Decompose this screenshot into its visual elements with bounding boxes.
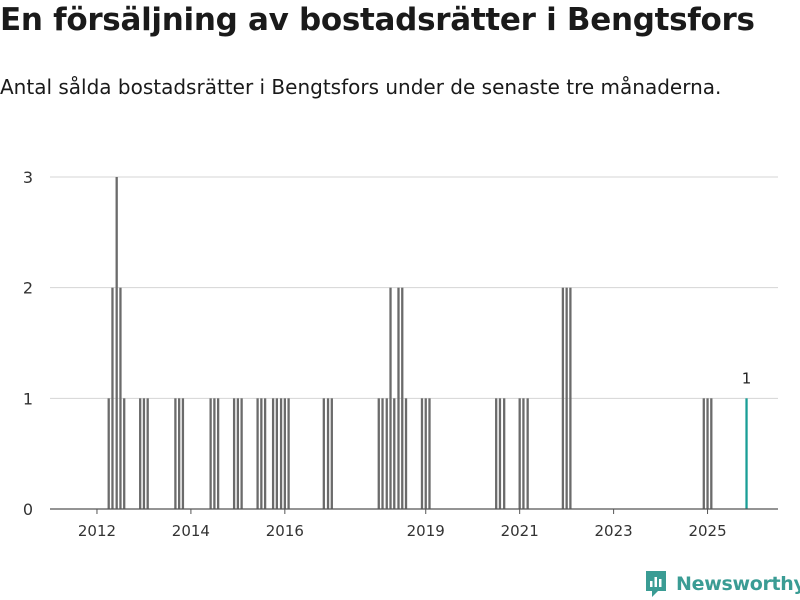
- bar: [495, 398, 498, 509]
- bar: [381, 398, 384, 509]
- bar: [271, 398, 275, 509]
- x-tick-label: 2014: [172, 522, 210, 540]
- bar: [397, 287, 400, 509]
- bar: [503, 398, 506, 509]
- bar: [279, 398, 283, 509]
- bar: [518, 398, 521, 509]
- bar: [702, 398, 705, 509]
- x-tick-label: 2025: [688, 522, 726, 540]
- bar: [710, 398, 713, 509]
- bar: [401, 287, 404, 509]
- x-tick-label: 2012: [78, 522, 116, 540]
- bar-chart: 0 1 2 3 1 2012 2014 2016 2019 2021 2023 2025: [23, 168, 778, 540]
- bar: [706, 398, 709, 509]
- bar: [232, 398, 236, 509]
- bar: [240, 398, 243, 509]
- bar: [236, 398, 240, 509]
- bar: [123, 398, 126, 509]
- x-tick-label: 2016: [266, 522, 304, 540]
- axes: [50, 508, 778, 514]
- bar: [526, 398, 529, 509]
- bar: [498, 398, 502, 509]
- chart-subtitle: Antal sålda bostadsrätter i Bengtsfors u…: [0, 75, 722, 99]
- bar: [389, 287, 392, 509]
- bar: [142, 398, 146, 509]
- bar: [111, 287, 114, 509]
- y-tick-label: 3: [23, 168, 33, 187]
- bar: [330, 398, 333, 509]
- bar: [139, 398, 142, 509]
- gridlines: [50, 176, 778, 399]
- bar: [260, 398, 263, 509]
- bar: [146, 398, 149, 509]
- bar: [119, 287, 122, 509]
- bar: [420, 398, 424, 509]
- bar: [209, 398, 212, 509]
- bar: [216, 398, 220, 509]
- bar: [522, 398, 525, 509]
- bar: [322, 398, 325, 509]
- bar: [404, 398, 408, 509]
- x-tick-label: 2021: [501, 522, 539, 540]
- x-tick-label: 2019: [407, 522, 445, 540]
- y-tick-label: 0: [23, 500, 33, 519]
- brand-name: Newsworthy: [676, 573, 800, 595]
- bar: [326, 398, 330, 509]
- bar: [178, 398, 181, 509]
- bar: [569, 287, 572, 509]
- bar: [263, 398, 267, 509]
- bar: [565, 287, 568, 509]
- bar: [275, 398, 278, 509]
- bar: [377, 398, 380, 509]
- bar: [287, 398, 290, 509]
- bar: [181, 398, 185, 509]
- bar: [385, 398, 388, 509]
- bar: [424, 398, 427, 509]
- y-tick-label: 1: [23, 389, 33, 408]
- y-tick-label: 2: [23, 279, 33, 298]
- bar: [393, 398, 396, 509]
- bar: [107, 398, 110, 509]
- bar: [283, 398, 286, 509]
- x-tick-label: 2023: [595, 522, 633, 540]
- bar: [561, 287, 565, 509]
- bar: [174, 398, 177, 509]
- bar: [256, 398, 259, 509]
- data-label: 1: [742, 369, 752, 387]
- bar: [428, 398, 431, 509]
- bar: [213, 398, 216, 509]
- bar-highlight: [745, 398, 748, 509]
- newsworthy-logo-icon: [646, 571, 666, 597]
- bars: [107, 177, 748, 509]
- brand-logo[interactable]: Newsworthy: [644, 568, 800, 600]
- chart-title: En försäljning av bostadsrätter i Bengts…: [0, 2, 755, 38]
- bar: [115, 177, 118, 509]
- labels: 0 1 2 3 1 2012 2014 2016 2019 2021 2023 2025: [23, 168, 751, 540]
